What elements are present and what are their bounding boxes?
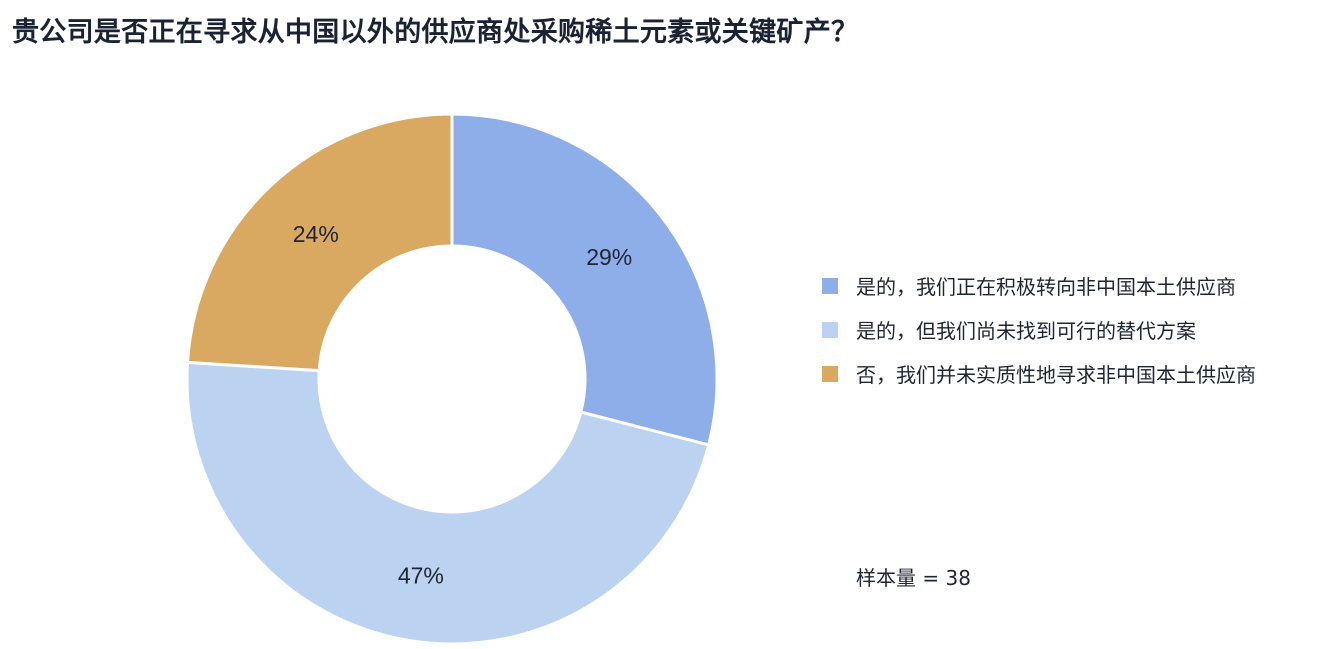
donut-chart: 29% 47% 24% bbox=[185, 112, 719, 646]
legend-item-not-seeking: 否，我们并未实质性地寻求非中国本土供应商 bbox=[822, 356, 1266, 394]
slice-active-shift bbox=[450, 112, 719, 447]
slice-not-seeking bbox=[185, 112, 454, 373]
legend-swatch-active-shift bbox=[822, 278, 838, 294]
legend-label-active-shift: 是的，我们正在积极转向非中国本土供应商 bbox=[856, 275, 1236, 299]
legend-swatch-not-seeking bbox=[822, 366, 838, 382]
slice-label-active-shift: 29% bbox=[586, 244, 632, 270]
legend-label-no-alternative: 是的，但我们尚未找到可行的替代方案 bbox=[856, 319, 1196, 343]
legend-item-active-shift: 是的，我们正在积极转向非中国本土供应商 bbox=[822, 268, 1266, 306]
slice-label-not-seeking: 24% bbox=[293, 221, 339, 247]
sample-size-note: 样本量 = 38 bbox=[856, 566, 971, 590]
slice-no-alternative bbox=[185, 360, 711, 646]
slice-label-group: 29% 47% 24% bbox=[293, 221, 633, 589]
legend: 是的，我们正在积极转向非中国本土供应商 是的，但我们尚未找到可行的替代方案 否，… bbox=[822, 268, 1282, 400]
legend-swatch-no-alternative bbox=[822, 322, 838, 338]
slice-label-no-alternative: 47% bbox=[398, 563, 444, 589]
legend-label-not-seeking: 否，我们并未实质性地寻求非中国本土供应商 bbox=[856, 363, 1256, 387]
legend-item-no-alternative: 是的，但我们尚未找到可行的替代方案 bbox=[822, 312, 1266, 350]
slice-group bbox=[185, 112, 719, 646]
chart-title: 贵公司是否正在寻求从中国以外的供应商处采购稀土元素或关键矿产？ bbox=[12, 17, 859, 48]
